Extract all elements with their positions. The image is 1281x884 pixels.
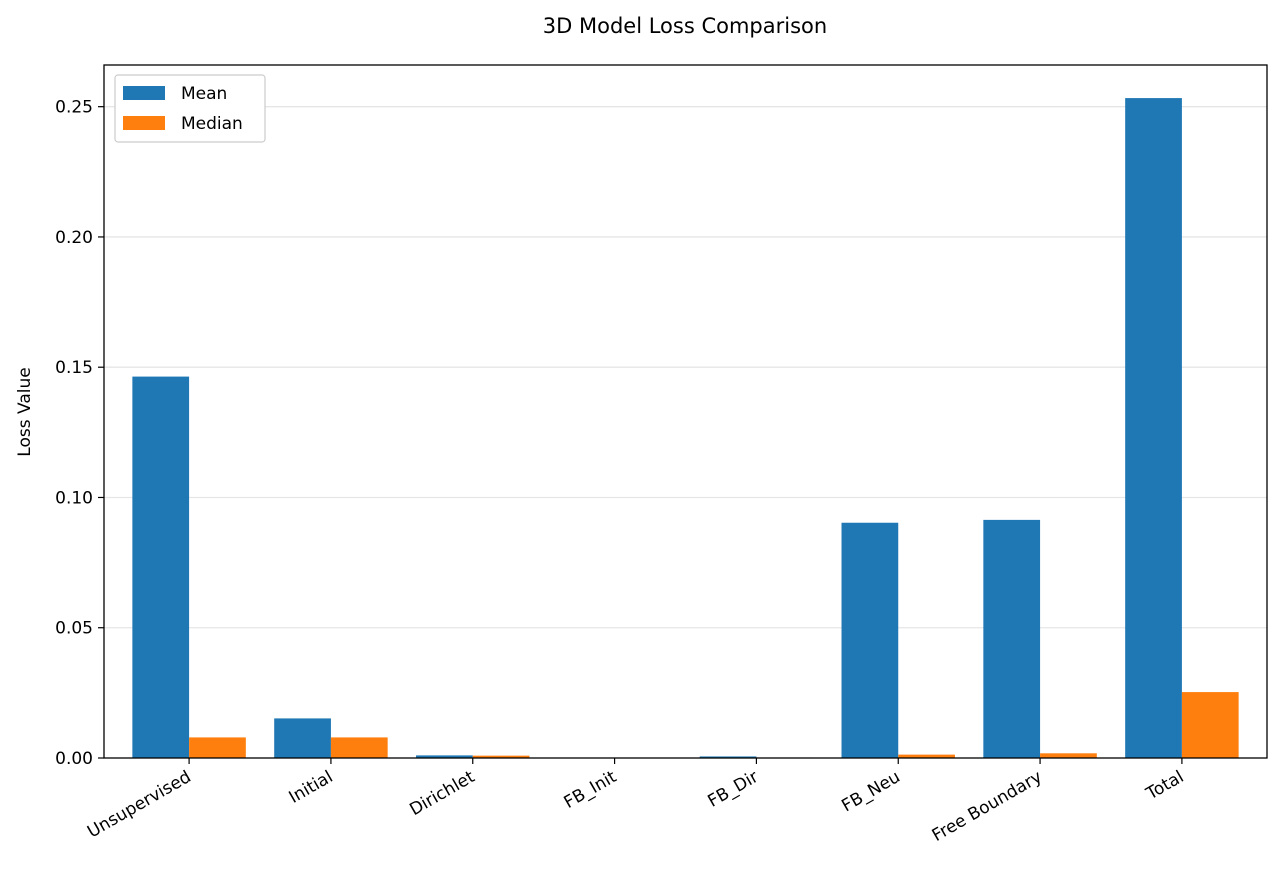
- x-tick-label: Dirichlet: [406, 767, 478, 820]
- legend-swatch-mean: [123, 86, 165, 100]
- grid-lines: [104, 107, 1267, 628]
- bar-mean-fb-neu: [842, 523, 899, 758]
- bar-median-total: [1182, 692, 1239, 758]
- legend-swatch-median: [123, 116, 165, 130]
- x-tick-label: FB_Neu: [838, 767, 903, 816]
- plot-frame: [104, 65, 1267, 758]
- bar-mean-initial: [274, 718, 331, 758]
- y-tick-label: 0.15: [55, 358, 93, 378]
- y-tick-label: 0.10: [55, 488, 93, 508]
- x-tick-label: Initial: [286, 767, 337, 808]
- x-tick-label: Total: [1142, 767, 1187, 805]
- bar-median-initial: [331, 737, 388, 758]
- y-tick-label: 0.05: [55, 619, 93, 639]
- chart-title: 3D Model Loss Comparison: [543, 14, 827, 38]
- bar-median-free-boundary: [1040, 753, 1097, 758]
- y-axis-ticks: 0.00 0.05 0.10 0.15 0.20 0.25: [55, 98, 104, 769]
- legend-label-median: Median: [181, 114, 243, 134]
- x-tick-label: FB_Dir: [704, 767, 761, 812]
- bar-mean-total: [1125, 98, 1182, 758]
- x-tick-label: FB_Init: [561, 767, 621, 813]
- bar-mean-unsupervised: [132, 377, 189, 758]
- legend-label-mean: Mean: [181, 84, 227, 104]
- x-tick-label: Unsupervised: [84, 767, 194, 842]
- x-tick-label: Free Boundary: [929, 767, 1046, 846]
- bar-median-unsupervised: [189, 737, 246, 758]
- y-tick-label: 0.25: [55, 98, 93, 118]
- x-axis-ticks: Unsupervised Initial Dirichlet FB_Init FB_Di…: [84, 758, 1187, 846]
- y-tick-label: 0.20: [55, 228, 93, 248]
- y-tick-label: 0.00: [55, 749, 93, 769]
- y-axis-label: Loss Value: [15, 367, 35, 456]
- bar-mean-free-boundary: [983, 520, 1040, 758]
- bars: [132, 98, 1238, 758]
- legend: Mean Median: [115, 75, 265, 142]
